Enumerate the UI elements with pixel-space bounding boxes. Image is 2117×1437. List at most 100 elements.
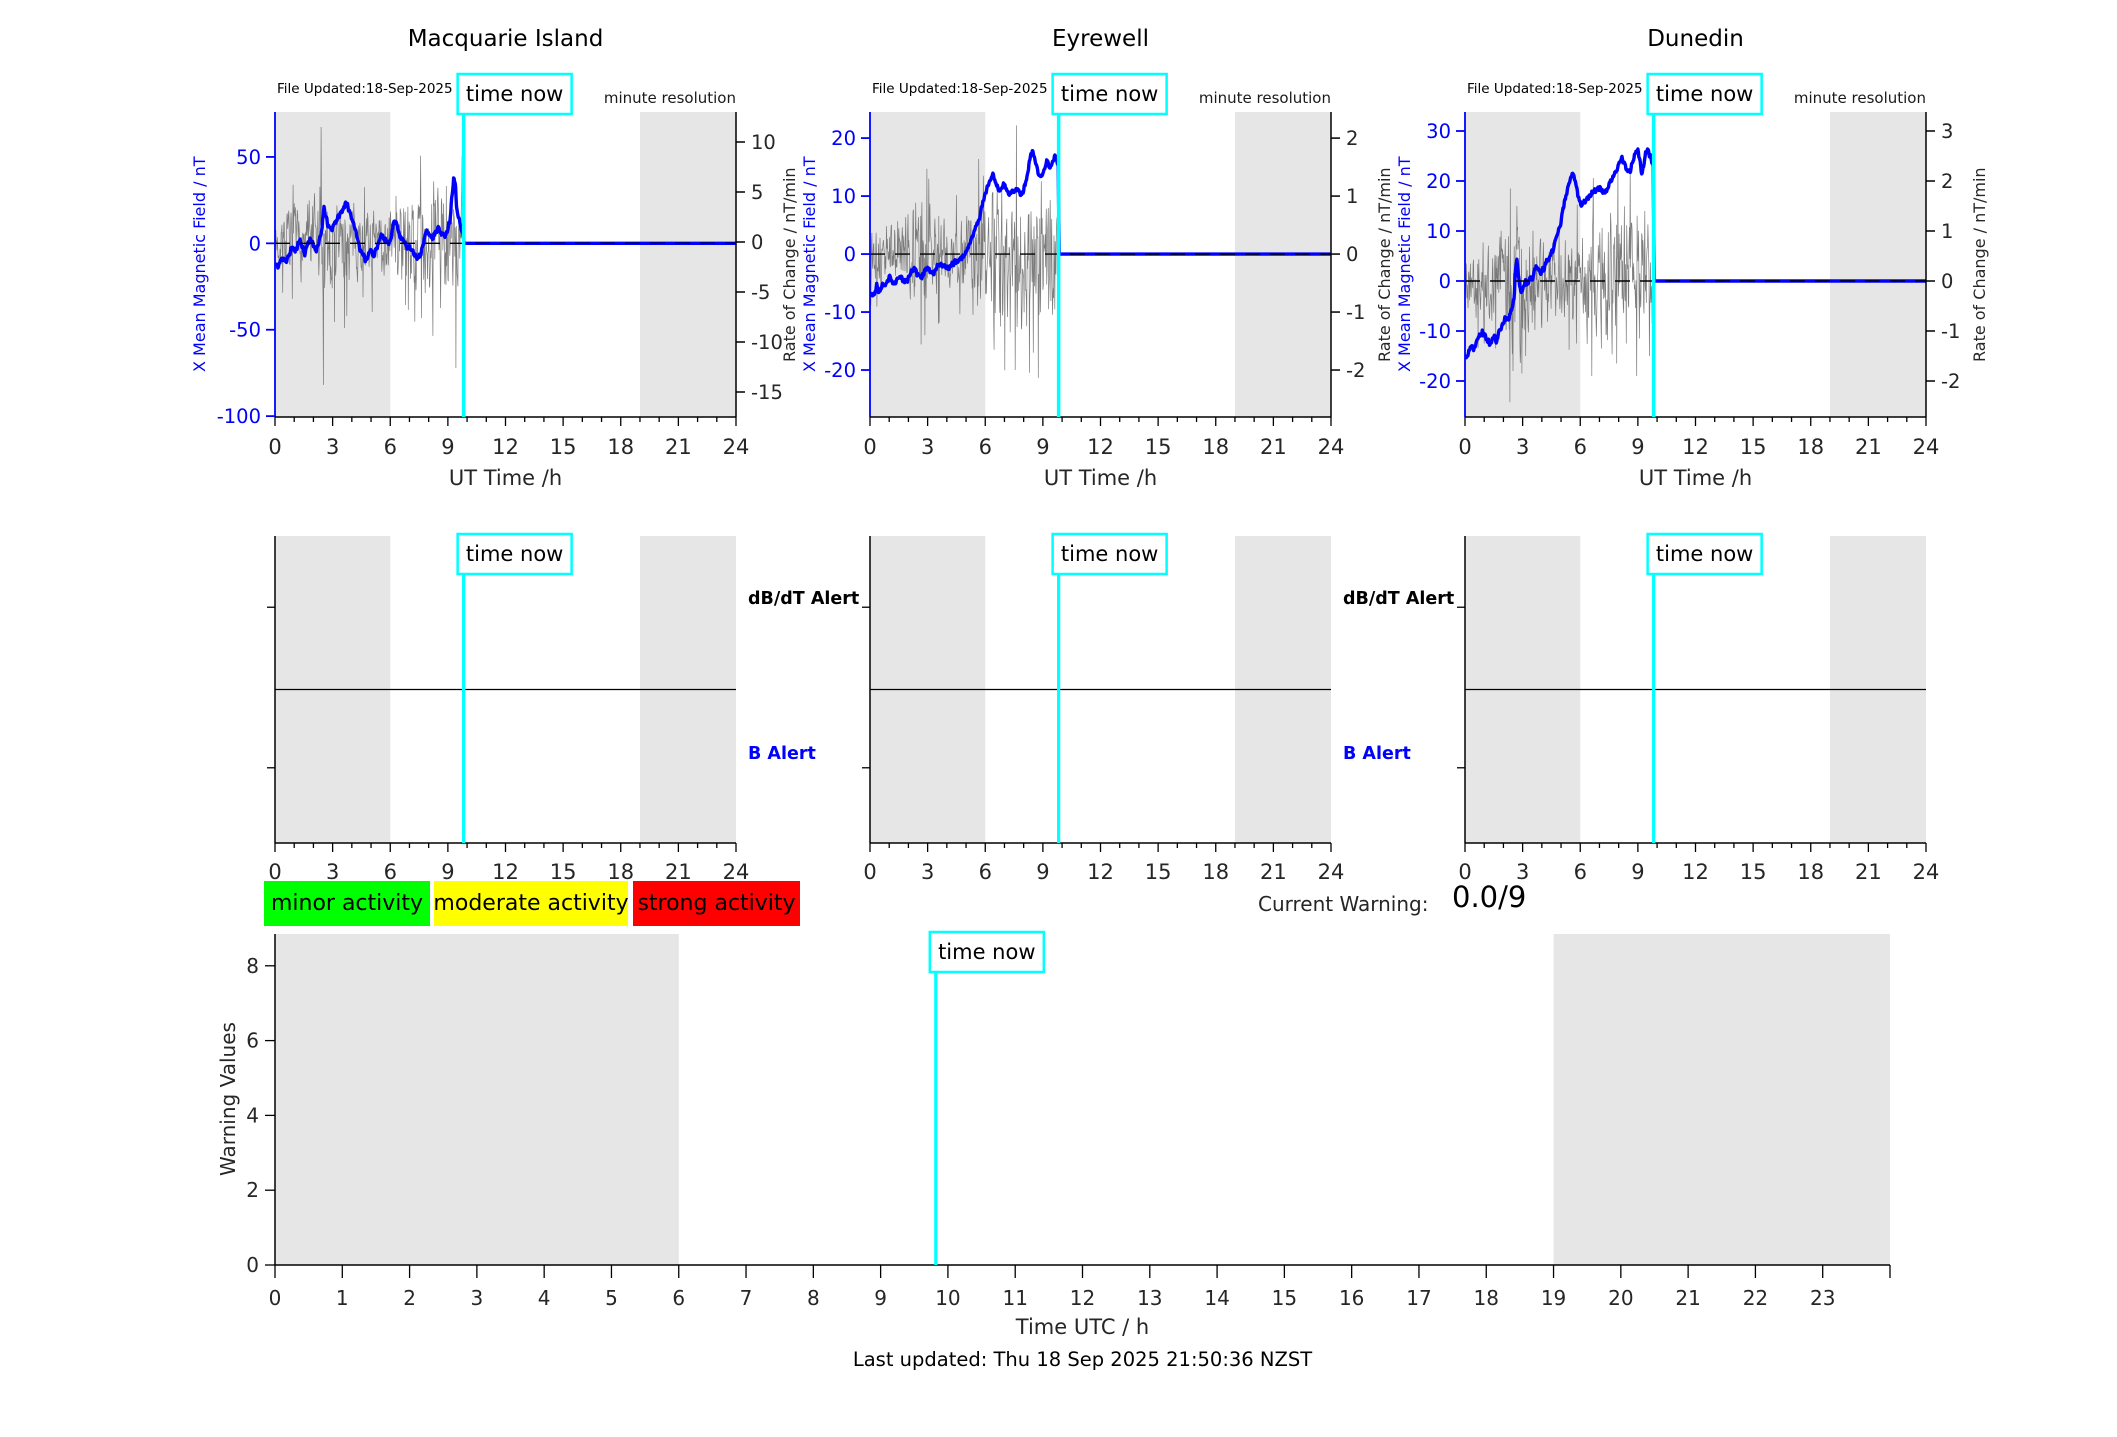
xaxis-title-macquarie: UT Time /h: [448, 466, 563, 490]
x-tick-label: 12: [492, 860, 519, 884]
x-tick-label: 6: [384, 860, 397, 884]
right-tick-label: 0: [1346, 243, 1358, 266]
x-tick-label: 24: [723, 860, 750, 884]
night-band: [639, 112, 736, 417]
b-alert-label-2: B Alert: [1343, 744, 1411, 764]
x-tick-label: 21: [665, 860, 692, 884]
x-tick-label: 12: [1087, 860, 1114, 884]
data-area: [1465, 147, 1926, 403]
x-tick-label: 18: [1202, 860, 1229, 884]
right-tick-label: 5: [751, 181, 763, 204]
x-tick-label: 9: [441, 860, 454, 884]
x-tick-label: 7: [740, 1286, 753, 1310]
x-tick-label: 23: [1810, 1286, 1835, 1310]
x-tick-label: 12: [1682, 435, 1709, 459]
x-tick-label: 0: [269, 1286, 282, 1310]
left-tick-label: 0: [249, 232, 261, 255]
right-tick-label: -5: [751, 281, 770, 304]
time-now-box-label: time now: [1061, 542, 1158, 566]
legend-strong-activity-label: strong activity: [637, 891, 796, 916]
right-tick-label: -2: [1941, 370, 1960, 393]
x-tick-label: 21: [1855, 435, 1882, 459]
x-tick-label: 6: [384, 435, 397, 459]
right-tick-label: 2: [1346, 127, 1358, 150]
x-tick-label: 12: [1682, 860, 1709, 884]
alert-chart-svg-2: 0 3 6 9 12 15 18 21 24 time now: [1457, 532, 1940, 884]
x-tick-label: 12: [492, 435, 519, 459]
x-tick-label: 18: [1474, 1286, 1499, 1310]
right-tick-label: -15: [751, 381, 783, 404]
y-tick-label: 6: [246, 1029, 259, 1053]
x-tick-label: 6: [672, 1286, 685, 1310]
right-tick-label: 1: [1941, 220, 1953, 243]
x-tick-label: 21: [1260, 435, 1287, 459]
x-tick-label: 0: [268, 435, 281, 459]
x-tick-label: 11: [1002, 1286, 1027, 1310]
x-tick-label: 15: [1272, 1286, 1297, 1310]
x-tick-label: 22: [1743, 1286, 1768, 1310]
x-tick-label: 9: [1631, 435, 1644, 459]
b-alert-label-1: B Alert: [748, 744, 816, 764]
right-tick-label: 0: [751, 231, 763, 254]
dbdt-alert-label-1: dB/dT Alert: [748, 589, 860, 609]
left-tick-label: 0: [1439, 270, 1451, 293]
time-now-box: [456, 72, 573, 116]
alert-chart-svg-1: 0 3 6 9 12 15 18 21 24 time now: [862, 532, 1345, 884]
x-tick-label: 9: [874, 1286, 887, 1310]
legend-moderate-activity-label: moderate activity: [433, 891, 629, 916]
x-tick-label: 18: [1202, 435, 1229, 459]
x-tick-label: 15: [550, 860, 577, 884]
x-tick-label: 13: [1137, 1286, 1162, 1310]
x-tick-label: 12: [1087, 435, 1114, 459]
x-tick-label: 6: [1574, 860, 1587, 884]
x-tick-label: 6: [979, 860, 992, 884]
x-tick-label: 18: [607, 860, 634, 884]
xaxis-title-dunedin: UT Time /h: [1638, 466, 1753, 490]
xaxis-title-eyrewell: UT Time /h: [1043, 466, 1158, 490]
data-area: [275, 126, 736, 386]
night-band: [1829, 112, 1926, 417]
minute-resolution-label-2: minute resolution: [1198, 89, 1331, 107]
time-now-box: [928, 930, 1046, 974]
x-tick-label: 3: [471, 1286, 484, 1310]
rate-series-line: [1465, 164, 1654, 403]
y-tick-label: 4: [246, 1103, 259, 1127]
x-tick-label: 21: [1675, 1286, 1700, 1310]
last-updated-text: Last updated: Thu 18 Sep 2025 21:50:36 N…: [852, 1348, 1313, 1371]
time-now-box: [456, 532, 573, 576]
left-tick-label: -10: [824, 301, 856, 324]
x-tick-label: 24: [1318, 860, 1345, 884]
time-now-box-label: time now: [1061, 82, 1158, 106]
dbdt-alert-label-2: dB/dT Alert: [1343, 589, 1455, 609]
minute-resolution-label-1: minute resolution: [603, 89, 736, 107]
x-tick-label: 24: [1913, 435, 1940, 459]
left-tick-label: -20: [1419, 370, 1451, 393]
right-tick-label: -1: [1346, 301, 1365, 324]
time-now-box-label: time now: [938, 940, 1035, 964]
left-tick-label: -50: [229, 319, 261, 342]
x-tick-label: 0: [1458, 860, 1471, 884]
x-tick-label: 3: [1516, 860, 1529, 884]
night-band: [275, 934, 679, 1265]
x-tick-label: 4: [538, 1286, 551, 1310]
x-tick-label: 0: [268, 860, 281, 884]
left-tick-label: 10: [831, 185, 856, 208]
time-now-box-label: time now: [466, 82, 563, 106]
left-tick-label: -100: [217, 405, 261, 428]
rate-series-line: [275, 126, 464, 386]
x-tick-label: 21: [1855, 860, 1882, 884]
x-tick-label: 9: [1036, 860, 1049, 884]
night-band: [1553, 934, 1890, 1265]
right-tick-label: 10: [751, 131, 776, 154]
x-tick-label: 15: [1145, 860, 1172, 884]
left-tick-label: 0: [844, 243, 856, 266]
time-now-box-label: time now: [1656, 82, 1753, 106]
left-tick-label: -20: [824, 359, 856, 382]
y-tick-label: 0: [246, 1253, 259, 1277]
x-tick-label: 24: [1913, 860, 1940, 884]
rate-series-line: [870, 125, 1059, 378]
x-tick-label: 18: [607, 435, 634, 459]
